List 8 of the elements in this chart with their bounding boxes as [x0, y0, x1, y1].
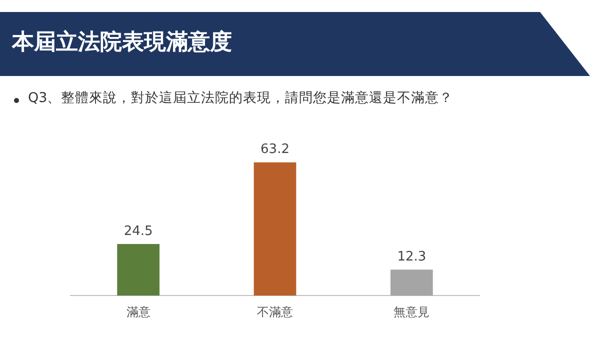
data-label: 24.5 [124, 224, 153, 239]
chart-title: 本屆立法院表現滿意度 [12, 28, 232, 57]
x-tick-label: 滿意 [126, 304, 150, 319]
x-tick-label: 不滿意 [257, 304, 293, 319]
data-label: 12.3 [397, 250, 426, 265]
chart-subtitle: Q3、整體來說，對於這屆立法院的表現，請問您是滿意還是不滿意？ [28, 89, 454, 107]
data-label: 63.2 [260, 142, 290, 158]
x-tick-label: 無意見 [394, 304, 430, 319]
